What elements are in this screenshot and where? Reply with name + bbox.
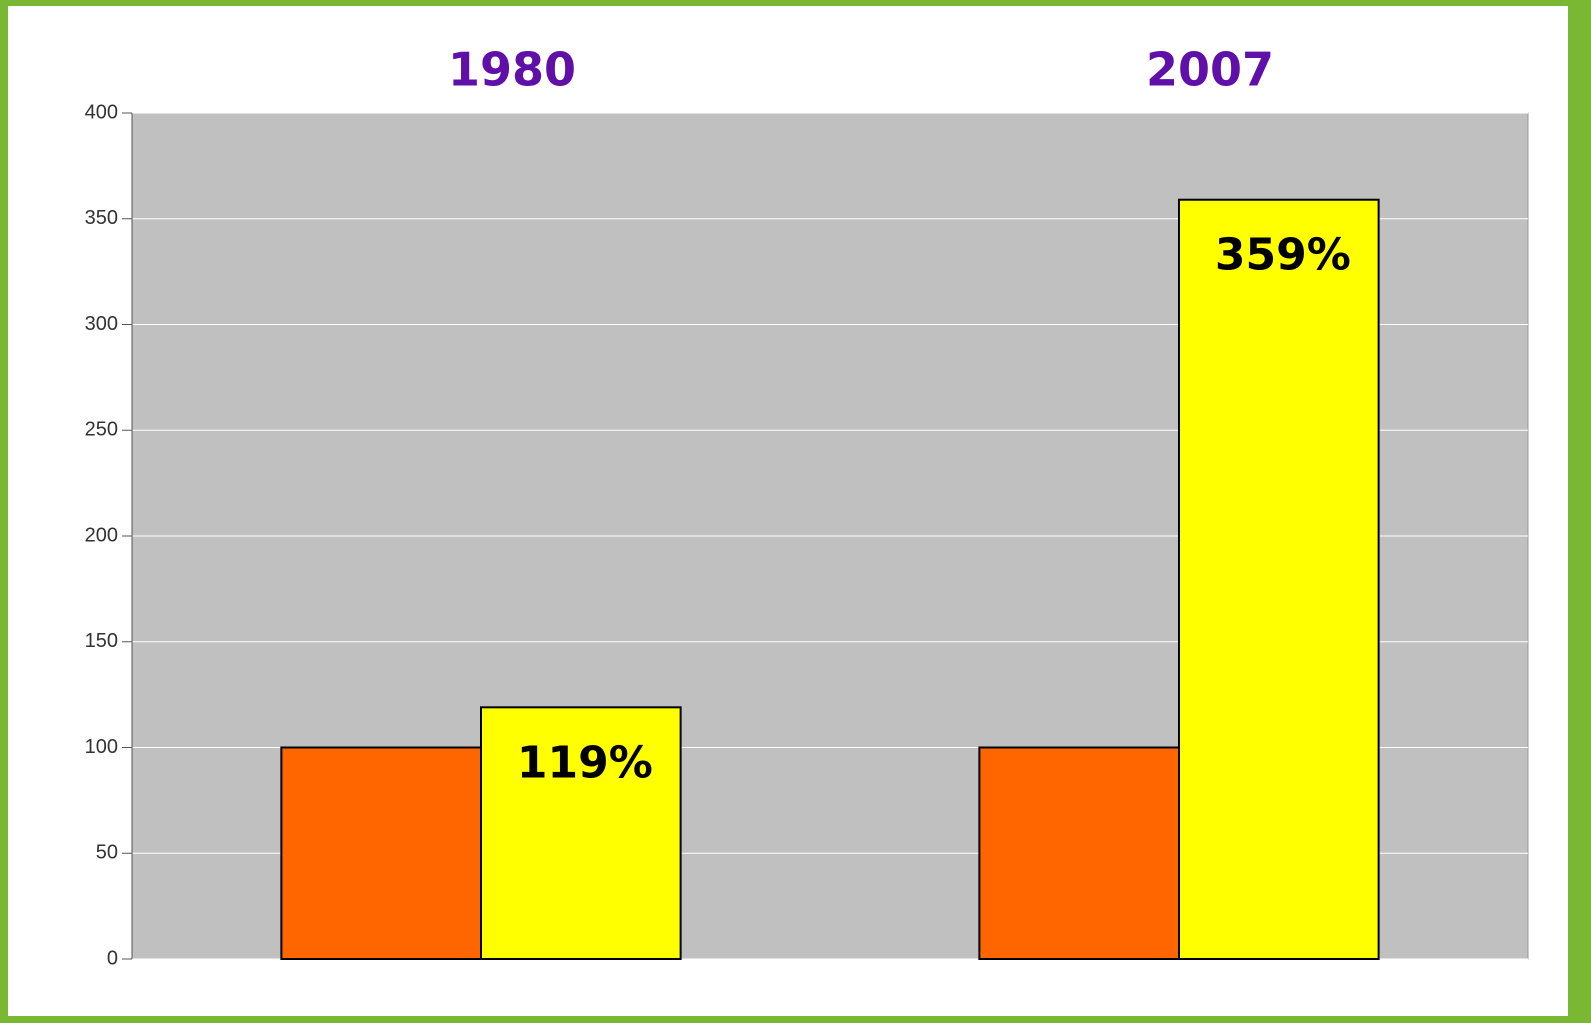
y-tick-label: 150: [85, 630, 118, 652]
y-tick-label: 200: [85, 524, 118, 546]
bar: [480, 706, 682, 960]
y-tick-label: 250: [85, 419, 118, 441]
y-tick-label: 300: [85, 313, 118, 335]
category-label: 2007: [1146, 43, 1274, 97]
y-tick-label: 50: [96, 842, 118, 864]
y-tick-label: 350: [85, 207, 118, 229]
value-label: 119%: [517, 737, 653, 788]
y-tick-label: 0: [107, 947, 118, 969]
bar: [978, 746, 1181, 960]
bar: [1178, 198, 1380, 960]
y-tick-label: 400: [85, 101, 118, 123]
category-label: 1980: [448, 43, 576, 97]
value-label: 359%: [1215, 230, 1351, 281]
y-tick-label: 100: [85, 736, 118, 758]
bar: [280, 746, 483, 960]
